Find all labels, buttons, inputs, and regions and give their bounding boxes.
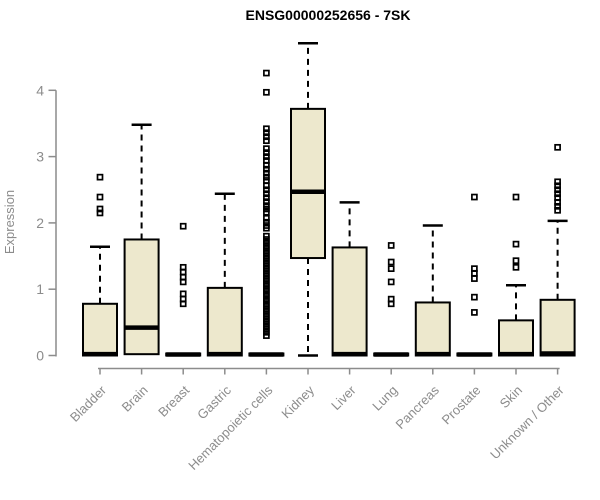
boxplot-prostate: [456, 193, 493, 357]
x-tick-label-bladder: Bladder: [67, 382, 110, 425]
outlier-point: [263, 69, 270, 77]
boxplot-hematopoietic-cells: [248, 69, 285, 357]
outlier-point: [96, 209, 104, 217]
x-tick-label-gastric: Gastric: [194, 382, 234, 422]
outlier-point: [471, 275, 478, 282]
boxplot-gastric: [206, 192, 243, 357]
outlier-point: [96, 205, 104, 213]
outlier-point: [471, 269, 478, 277]
x-tick-label-liver: Liver: [328, 382, 359, 413]
outlier-point: [554, 190, 561, 198]
boxplot-kidney: [290, 41, 326, 357]
outlier-point: [554, 182, 561, 190]
outlier-point: [512, 257, 520, 265]
outlier-point: [554, 206, 561, 214]
outlier-point: [263, 125, 270, 133]
outlier-point: [471, 309, 478, 316]
outlier-point: [263, 133, 270, 141]
box-iqr: [206, 286, 243, 357]
boxplot-liver: [331, 201, 368, 357]
outlier-point: [263, 208, 270, 216]
x-tick-label-pancreas: Pancreas: [392, 382, 442, 432]
outlier-point: [263, 137, 270, 145]
outlier-point: [179, 300, 187, 308]
x-tick-label-kidney: Kidney: [278, 382, 317, 421]
outlier-point: [179, 290, 187, 298]
outlier-point: [263, 149, 270, 156]
outlier-point: [263, 190, 270, 198]
outlier-point: [471, 193, 478, 201]
outlier-point: [387, 300, 395, 308]
boxplot-bladder: [82, 173, 118, 357]
boxes-layer: [82, 41, 576, 357]
outlier-point: [512, 240, 520, 248]
outlier-point: [263, 153, 270, 160]
outlier-point: [263, 194, 270, 202]
box-iqr: [331, 246, 368, 357]
box-iqr: [290, 107, 326, 260]
outlier-point: [263, 161, 270, 169]
outlier-point: [263, 129, 270, 137]
outlier-point: [263, 214, 270, 222]
box-iqr: [82, 302, 118, 357]
boxplot-breast: [165, 222, 202, 357]
outlier-point: [263, 88, 270, 96]
outlier-point: [263, 198, 270, 206]
outlier-point: [471, 293, 478, 301]
outlier-point: [554, 186, 561, 194]
x-tick-label-prostate: Prostate: [439, 383, 484, 428]
x-tick-label-skin: Skin: [497, 383, 525, 411]
outlier-point: [512, 263, 520, 271]
box-iqr: [123, 238, 160, 356]
outlier-point: [263, 224, 270, 232]
boxplot-lung: [373, 242, 410, 357]
outlier-point: [263, 169, 270, 177]
outlier-point: [554, 198, 561, 206]
y-tick-label-3: 3: [36, 149, 44, 165]
outlier-point: [554, 143, 561, 151]
outlier-point: [263, 165, 270, 173]
boxplot-pancreas: [414, 224, 451, 357]
box-iqr: [539, 298, 576, 357]
outlier-point: [554, 202, 561, 210]
y-tick-label-4: 4: [36, 82, 44, 98]
boxplot-skin: [498, 193, 534, 357]
outlier-point: [387, 258, 395, 266]
boxplot-brain: [123, 123, 160, 356]
outlier-point: [179, 268, 187, 276]
outlier-point: [387, 278, 395, 286]
outlier-point: [263, 182, 270, 190]
outlier-point: [512, 193, 520, 201]
x-tick-label-breast: Breast: [155, 382, 192, 419]
outlier-point: [263, 332, 270, 339]
boxplot-unknown-other: [539, 143, 576, 357]
outlier-point: [263, 186, 270, 194]
y-tick-label-2: 2: [36, 215, 44, 231]
outlier-point: [263, 145, 270, 152]
outlier-point: [387, 242, 395, 249]
outlier-point: [387, 265, 395, 272]
outlier-point: [96, 173, 104, 181]
x-tick-label-lung: Lung: [369, 383, 400, 414]
outlier-point: [96, 193, 104, 201]
y-axis-label: Expression: [2, 190, 17, 254]
outlier-point: [179, 278, 187, 286]
y-tick-label-1: 1: [36, 281, 44, 297]
y-tick-label-0: 0: [36, 348, 44, 364]
outlier-point: [179, 222, 187, 230]
x-tick-label-brain: Brain: [119, 383, 151, 415]
chart-title: ENSG00000252656 - 7SK: [246, 7, 411, 23]
outlier-point: [554, 178, 561, 186]
box-iqr: [498, 319, 534, 357]
box-iqr: [414, 301, 451, 357]
x-tick-label-unknown-other: Unknown / Other: [487, 382, 567, 462]
